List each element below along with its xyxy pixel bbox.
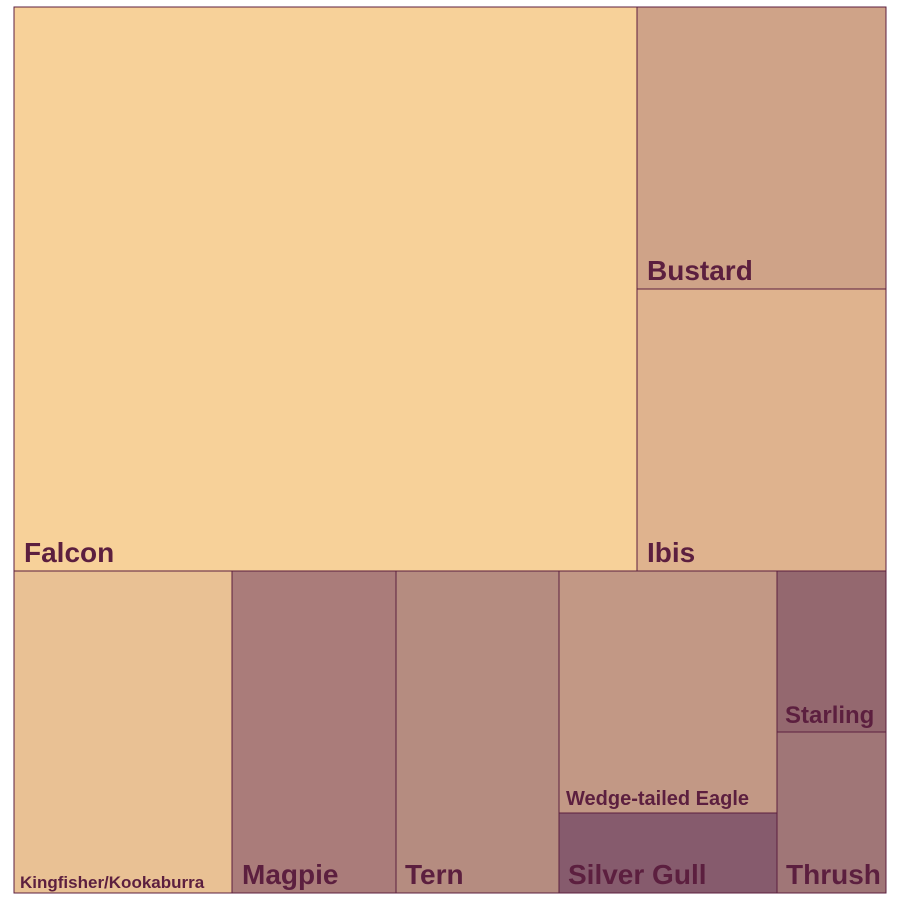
tile-label-ibis: Ibis bbox=[647, 537, 695, 568]
tile-falcon bbox=[13, 6, 638, 572]
tile-bustard bbox=[636, 6, 887, 290]
tile-label-kingfisher-kookaburra: Kingfisher/Kookaburra bbox=[20, 873, 205, 892]
tile-magpie bbox=[231, 570, 397, 894]
tile-thrush bbox=[776, 731, 887, 894]
tile-tern bbox=[395, 570, 560, 894]
tile-starling bbox=[776, 570, 887, 733]
tile-label-wedge-tailed-eagle: Wedge-tailed Eagle bbox=[566, 788, 749, 810]
tile-wedge-tailed-eagle bbox=[558, 570, 778, 814]
tile-label-falcon: Falcon bbox=[24, 537, 114, 568]
tile-label-starling: Starling bbox=[785, 702, 874, 729]
tile-label-magpie: Magpie bbox=[242, 859, 338, 890]
tile-label-thrush: Thrush bbox=[786, 859, 881, 890]
tile-kingfisher-kookaburra bbox=[13, 570, 233, 894]
tile-label-tern: Tern bbox=[405, 859, 464, 890]
tile-label-silver-gull: Silver Gull bbox=[568, 859, 707, 890]
tile-silver-gull bbox=[558, 812, 778, 894]
tile-ibis bbox=[636, 288, 887, 572]
tile-label-bustard: Bustard bbox=[647, 255, 753, 286]
